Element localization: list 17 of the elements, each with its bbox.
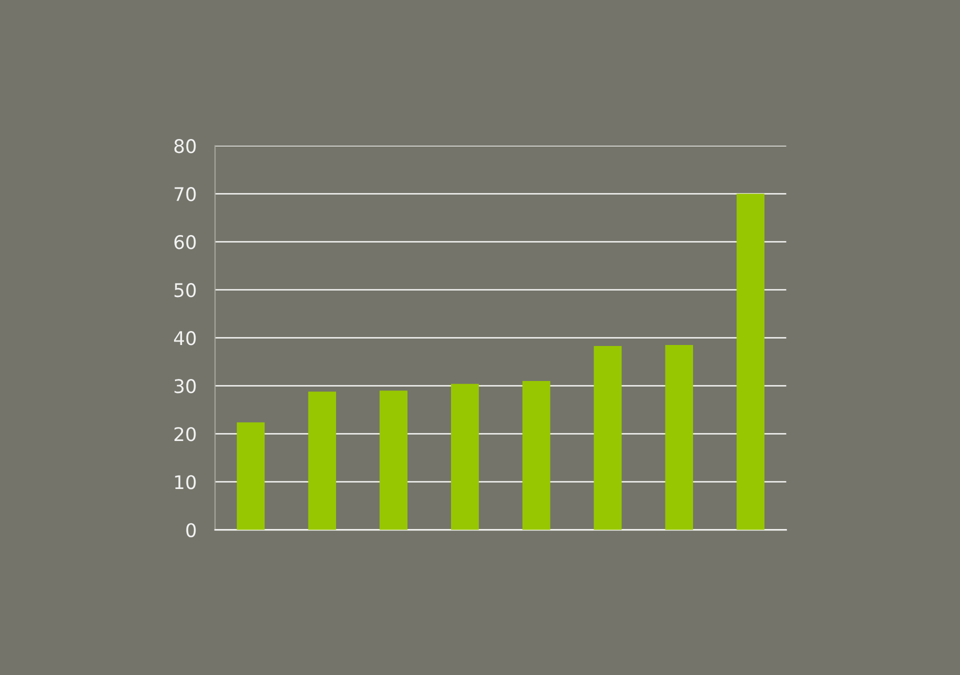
- bar: [308, 392, 336, 530]
- y-tick-label: 60: [174, 235, 196, 250]
- y-tick-label: 0: [186, 523, 196, 538]
- y-tick-label: 10: [175, 475, 196, 490]
- y-tick-label: 40: [174, 331, 196, 346]
- y-tick-label: 70: [174, 187, 196, 202]
- y-tick-label: 20: [174, 427, 196, 442]
- y-tick-label: 30: [174, 379, 196, 394]
- bar: [380, 390, 408, 530]
- y-tick-label: 80: [174, 139, 196, 154]
- y-tick-label: 50: [174, 283, 196, 298]
- bar: [594, 346, 622, 530]
- bar: [665, 345, 694, 530]
- bar: [236, 422, 265, 530]
- bar: [522, 381, 550, 530]
- bar: [451, 384, 479, 530]
- bar: [736, 194, 764, 530]
